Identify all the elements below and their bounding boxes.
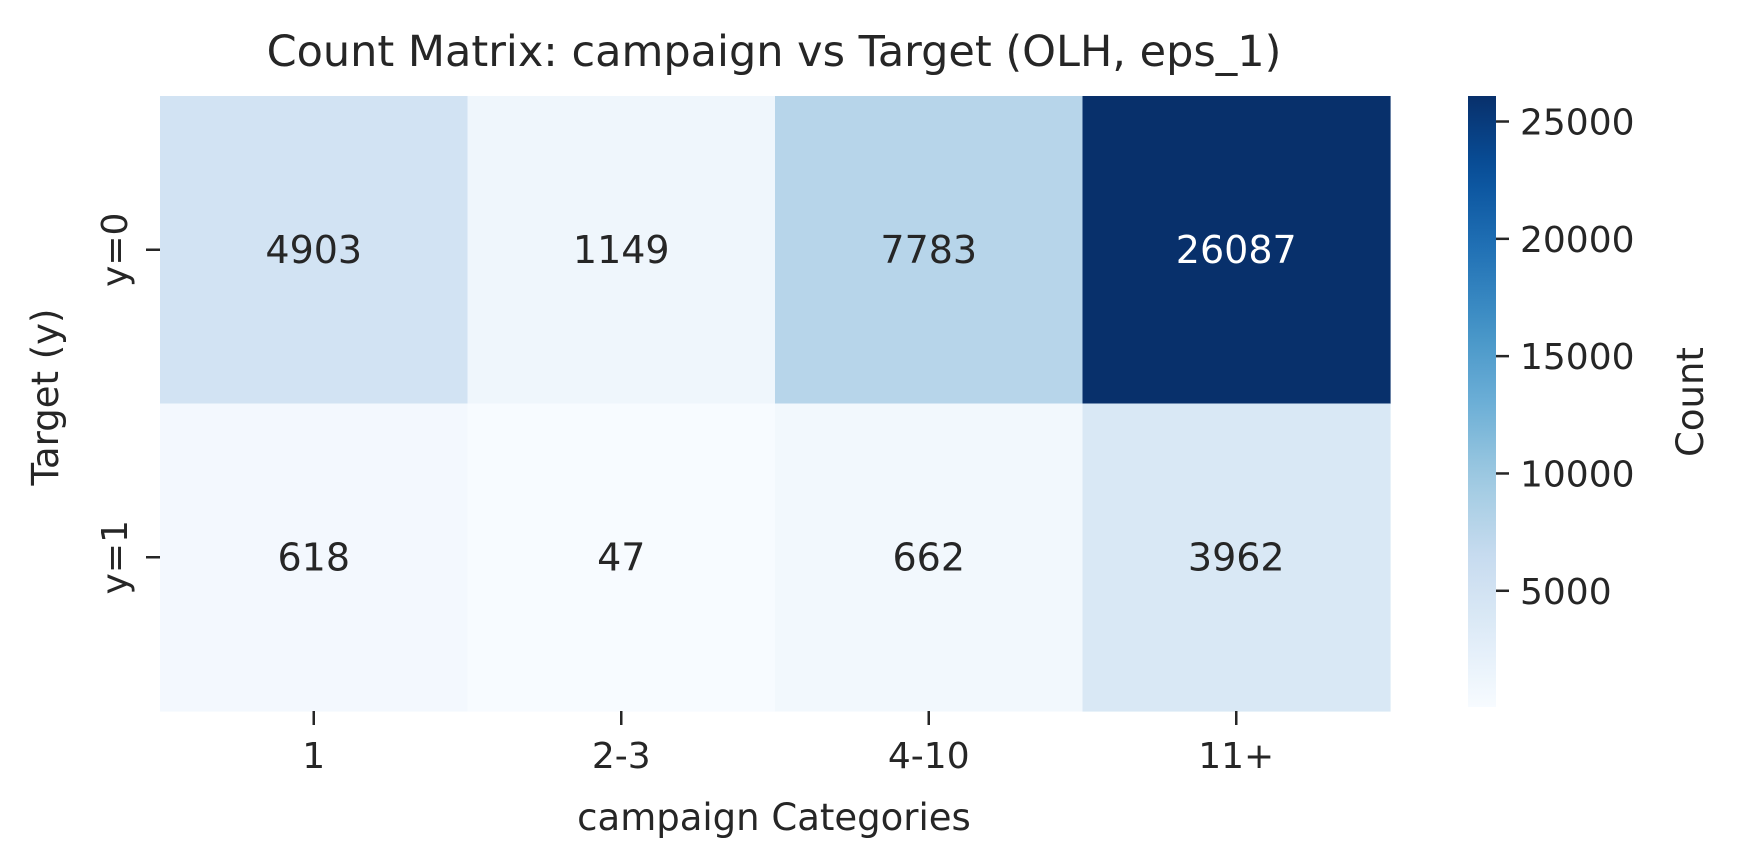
- heatmap-cells: 4903 1149 7783 26087 618 47 662 3962: [160, 96, 1391, 712]
- heatmap-cell: [467, 403, 776, 712]
- cell-value-label: 662: [892, 535, 965, 579]
- colorbar-tick-label: 15000: [1520, 337, 1635, 378]
- heatmap-cell: [160, 403, 469, 712]
- x-axis: 1 2-3 4-10 11+: [302, 711, 1274, 777]
- y-axis-label: Target (y): [24, 309, 67, 487]
- heatmap-cell: [1082, 96, 1391, 405]
- cell-value-label: 7783: [880, 228, 977, 272]
- cell-value-label: 3962: [1188, 535, 1285, 579]
- colorbar-tick-label: 5000: [1520, 572, 1612, 613]
- cell-value-label: 1149: [573, 228, 670, 272]
- x-tick-label: 4-10: [888, 736, 970, 777]
- x-axis-label: campaign Categories: [577, 796, 971, 839]
- colorbar: 5000 10000 15000 20000 25000: [1468, 96, 1635, 707]
- heatmap-cell: [467, 96, 776, 405]
- cell-value-label: 47: [597, 535, 645, 579]
- cell-value-label: 26087: [1176, 228, 1297, 272]
- x-tick-label: 2-3: [592, 736, 651, 777]
- heatmap-cell: [1082, 403, 1391, 712]
- colorbar-tick-label: 20000: [1520, 220, 1635, 261]
- y-tick-label: y=1: [95, 520, 136, 594]
- colorbar-tick-label: 10000: [1520, 454, 1635, 495]
- x-tick-label: 11+: [1198, 736, 1274, 777]
- chart-title: Count Matrix: campaign vs Target (OLH, e…: [267, 27, 1282, 77]
- heatmap-cell: [775, 96, 1084, 405]
- cell-value-label: 4903: [265, 228, 362, 272]
- colorbar-tick-label: 25000: [1520, 103, 1635, 144]
- colorbar-label: Count: [1669, 347, 1712, 457]
- heatmap-cell: [160, 96, 469, 405]
- y-axis: y=0 y=1: [95, 213, 160, 594]
- colorbar-gradient: [1468, 96, 1496, 707]
- heatmap-cell: [775, 403, 1084, 712]
- x-tick-label: 1: [302, 736, 325, 777]
- cell-value-label: 618: [277, 535, 350, 579]
- y-tick-label: y=0: [95, 213, 136, 287]
